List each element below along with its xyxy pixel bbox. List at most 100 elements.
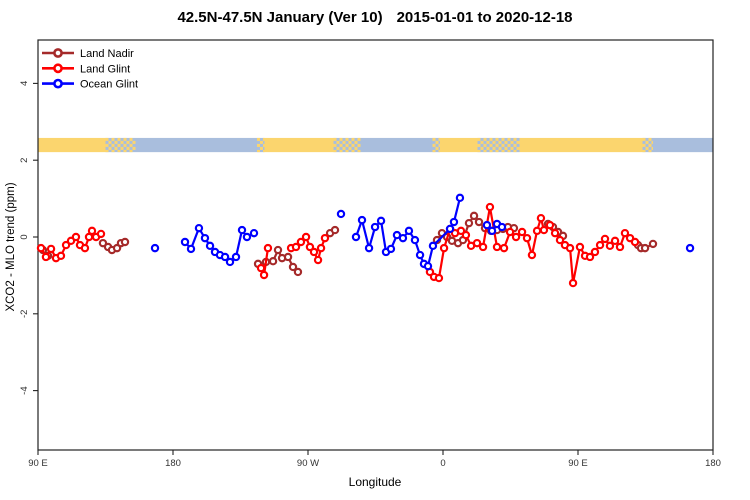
data-point-land-glint bbox=[41, 252, 51, 262]
data-point-land-glint bbox=[630, 237, 640, 247]
data-point-land-glint bbox=[61, 240, 71, 250]
map-band-ocean bbox=[135, 137, 257, 153]
data-point-ocean-glint bbox=[200, 233, 210, 243]
x-tick-label: 90 E bbox=[568, 458, 588, 469]
data-point-ocean-glint bbox=[370, 222, 380, 232]
data-point-ocean-glint bbox=[410, 235, 420, 245]
data-point-land-nadir bbox=[464, 218, 474, 228]
data-point-land-nadir bbox=[288, 262, 298, 272]
data-point-ocean-glint bbox=[428, 241, 438, 251]
data-point-ocean-glint bbox=[186, 244, 196, 254]
chart-title-dates: 2015-01-01 to 2020-12-18 bbox=[396, 9, 573, 26]
data-point-ocean-glint bbox=[225, 257, 235, 267]
data-point-land-nadir bbox=[120, 237, 130, 247]
data-point-land-glint bbox=[527, 250, 537, 260]
data-point-land-glint bbox=[80, 243, 90, 253]
data-point-land-glint bbox=[316, 243, 326, 253]
data-point-land-nadir bbox=[640, 243, 650, 253]
data-point-land-glint bbox=[610, 236, 620, 246]
x-tick-label: 180 bbox=[165, 458, 181, 469]
data-point-ocean-glint bbox=[455, 193, 465, 203]
y-tick-label: 2 bbox=[19, 158, 30, 163]
data-point-land-glint bbox=[532, 226, 542, 236]
data-point-land-nadir bbox=[98, 238, 108, 248]
data-point-land-glint bbox=[46, 244, 56, 254]
data-point-ocean-glint bbox=[242, 232, 252, 242]
y-tick-label: 0 bbox=[19, 234, 30, 239]
data-point-ocean-glint bbox=[351, 232, 361, 242]
data-point-ocean-glint bbox=[364, 243, 374, 253]
data-point-land-glint bbox=[575, 242, 585, 252]
data-point-land-glint bbox=[517, 227, 527, 237]
map-band-coast bbox=[642, 137, 653, 153]
y-tick-label: -2 bbox=[19, 310, 30, 318]
legend-label: Ocean Glint bbox=[80, 79, 138, 91]
data-point-land-glint bbox=[56, 251, 66, 261]
data-point-land-glint bbox=[461, 230, 471, 240]
data-point-land-glint bbox=[478, 242, 488, 252]
data-point-land-glint bbox=[600, 234, 610, 244]
data-point-land-glint bbox=[36, 243, 46, 253]
data-point-land-nadir bbox=[469, 211, 479, 221]
data-point-land-glint bbox=[536, 213, 546, 223]
data-point-land-glint bbox=[96, 229, 106, 239]
legend-marker bbox=[53, 63, 63, 74]
data-point-land-glint bbox=[499, 243, 509, 253]
data-point-land-glint bbox=[456, 226, 466, 236]
data-point-land-glint bbox=[590, 247, 600, 257]
data-point-land-glint bbox=[539, 225, 549, 235]
data-point-land-nadir bbox=[648, 239, 658, 249]
data-point-land-glint bbox=[291, 242, 301, 252]
data-point-land-glint bbox=[263, 243, 273, 253]
plot-box bbox=[37, 39, 714, 451]
data-point-ocean-glint bbox=[497, 222, 507, 232]
data-point-land-glint bbox=[439, 243, 449, 253]
data-point-ocean-glint bbox=[398, 233, 408, 243]
x-tick-label: 0 bbox=[440, 458, 445, 469]
map-band-land bbox=[440, 137, 478, 153]
data-point-land-glint bbox=[511, 232, 521, 242]
map-band-coast bbox=[432, 137, 440, 153]
data-point-ocean-glint bbox=[415, 250, 425, 260]
data-point-ocean-glint bbox=[336, 209, 346, 219]
map-band-coast bbox=[257, 137, 265, 153]
data-point-ocean-glint bbox=[357, 215, 367, 225]
map-band-land bbox=[38, 137, 106, 153]
chart-title: 42.5N-47.5N January (Ver 10) 2015-01-01 … bbox=[0, 9, 750, 26]
data-point-land-nadir bbox=[268, 256, 278, 266]
map-band-ocean bbox=[360, 137, 433, 153]
data-point-land-glint bbox=[259, 270, 269, 280]
data-point-land-glint bbox=[472, 238, 482, 248]
data-point-land-glint bbox=[505, 227, 515, 237]
data-point-ocean-glint bbox=[231, 252, 241, 262]
map-band-ocean bbox=[653, 137, 713, 153]
data-point-land-glint bbox=[585, 252, 595, 262]
data-point-ocean-glint bbox=[150, 243, 160, 253]
data-point-ocean-glint bbox=[220, 252, 230, 262]
data-point-land-glint bbox=[313, 255, 323, 265]
data-point-ocean-glint bbox=[404, 226, 414, 236]
data-point-land-glint bbox=[555, 235, 565, 245]
data-point-ocean-glint bbox=[392, 230, 402, 240]
data-point-land-glint bbox=[550, 228, 560, 238]
data-point-land-glint bbox=[485, 202, 495, 212]
x-tick-label: 90 W bbox=[297, 458, 319, 469]
legend-marker bbox=[53, 48, 63, 58]
data-point-land-glint bbox=[565, 243, 575, 253]
data-point-land-glint bbox=[545, 220, 555, 230]
data-point-ocean-glint bbox=[249, 228, 259, 238]
data-point-ocean-glint bbox=[386, 244, 396, 254]
data-point-land-glint bbox=[296, 237, 306, 247]
y-tick-label: -4 bbox=[19, 386, 30, 394]
data-point-land-glint bbox=[568, 278, 578, 288]
legend-label: Land Glint bbox=[80, 63, 130, 75]
data-point-land-nadir bbox=[293, 267, 303, 277]
data-point-land-nadir bbox=[273, 245, 283, 255]
legend-label: Land Nadir bbox=[80, 48, 134, 60]
data-point-land-glint bbox=[71, 232, 81, 242]
data-point-ocean-glint bbox=[180, 237, 190, 247]
data-point-land-nadir bbox=[330, 225, 340, 235]
chart-title-range: 42.5N-47.5N January (Ver 10) bbox=[177, 9, 383, 26]
